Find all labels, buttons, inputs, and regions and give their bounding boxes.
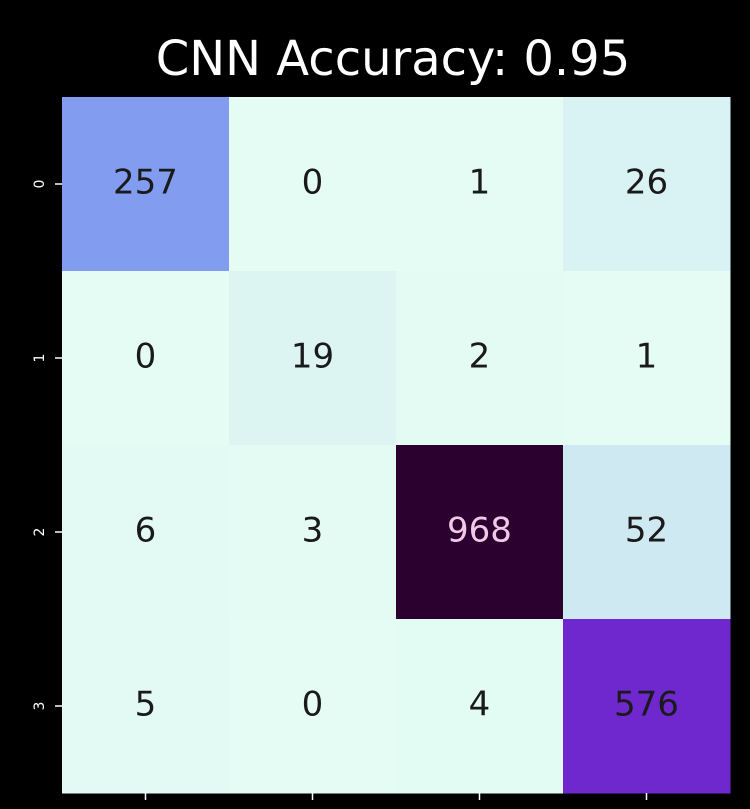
cell-label: 19 <box>291 337 334 377</box>
y-tick-label: 3 <box>32 702 48 711</box>
y-tick-label: 0 <box>32 180 48 189</box>
cell-label: 1 <box>636 337 658 377</box>
heatmap-cell <box>62 97 230 272</box>
heatmap-cell <box>62 271 230 446</box>
cell-label: 5 <box>135 685 157 725</box>
heatmap-cell <box>563 619 731 794</box>
cell-label: 3 <box>302 511 324 551</box>
cell-label: 2 <box>469 337 491 377</box>
heatmap-cell <box>396 97 564 272</box>
heatmap-cell <box>396 445 564 620</box>
cell-label: 0 <box>302 685 324 725</box>
heatmap-cell <box>62 619 230 794</box>
cell-label: 6 <box>135 511 157 551</box>
heatmap-cell <box>563 445 731 620</box>
cell-label: 968 <box>447 511 512 551</box>
heatmap-cell <box>62 445 230 620</box>
chart-title: CNN Accuracy: 0.95 <box>156 31 631 87</box>
cell-label: 257 <box>113 163 178 203</box>
y-tick-label: 2 <box>32 528 48 537</box>
heatmap-cell <box>229 97 397 272</box>
heatmap-cell <box>563 271 731 446</box>
cell-label: 576 <box>614 685 679 725</box>
heatmap-cell <box>396 619 564 794</box>
cell-label: 0 <box>135 337 157 377</box>
y-tick-label: 1 <box>32 354 48 363</box>
heatmap-cell <box>229 271 397 446</box>
cell-label: 52 <box>625 511 668 551</box>
cell-label: 4 <box>469 685 491 725</box>
cell-label: 1 <box>469 163 491 203</box>
heatmap-cell <box>229 619 397 794</box>
cell-label: 0 <box>302 163 324 203</box>
heatmap-cell <box>396 271 564 446</box>
cell-label: 26 <box>625 163 668 203</box>
heatmap-cell <box>229 445 397 620</box>
heatmap-cell <box>563 97 731 272</box>
